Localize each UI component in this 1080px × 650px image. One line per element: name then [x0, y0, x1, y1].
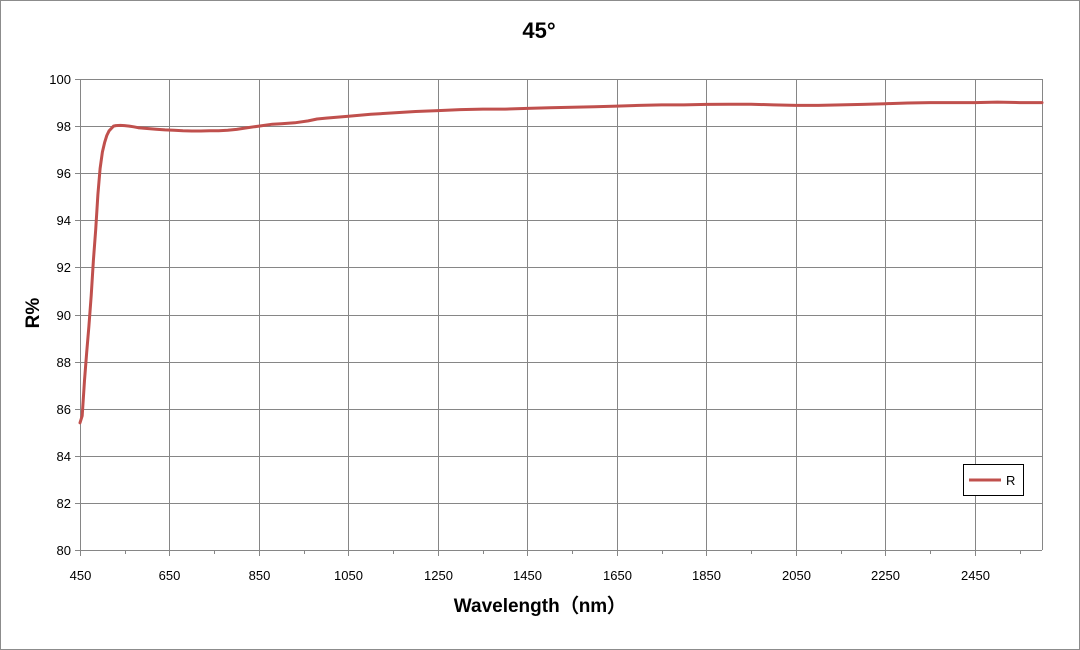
- y-tick-label: 86: [57, 402, 71, 417]
- x-tick-label: 650: [159, 568, 181, 583]
- legend: R: [963, 464, 1024, 496]
- x-tick-label: 1850: [692, 568, 721, 583]
- x-tick-label: 850: [249, 568, 271, 583]
- y-tick-label: 80: [57, 543, 71, 558]
- y-tick-label: 84: [57, 449, 71, 464]
- x-axis-label: Wavelength（nm）: [453, 596, 627, 617]
- x-tick-label: 2250: [871, 568, 900, 583]
- x-tick-label: 1650: [603, 568, 632, 583]
- y-tick-label: 88: [57, 355, 71, 370]
- y-tick-labels: 80 82 84 86 88 90 92 94 96 98 100: [49, 72, 71, 558]
- y-tick-label: 96: [57, 166, 71, 181]
- axes: [75, 79, 1042, 556]
- series-group: [78, 100, 1044, 425]
- chart-title: 45°: [522, 18, 556, 43]
- legend-label: R: [1006, 473, 1015, 488]
- y-tick-label: 100: [49, 72, 71, 87]
- y-tick-label: 94: [57, 213, 71, 228]
- x-tick-label: 2050: [782, 568, 811, 583]
- x-tick-label: 2450: [961, 568, 990, 583]
- y-tick-label: 98: [57, 119, 71, 134]
- grid-lines: [80, 79, 1043, 550]
- x-tick-label: 450: [70, 568, 92, 583]
- x-tick-label: 1450: [513, 568, 542, 583]
- series-line-R: [78, 100, 1044, 425]
- y-tick-label: 82: [57, 496, 71, 511]
- x-tick-label: 1250: [424, 568, 453, 583]
- y-tick-label: 92: [57, 260, 71, 275]
- y-tick-label: 90: [57, 308, 71, 323]
- x-tick-label: 1050: [334, 568, 363, 583]
- x-tick-labels: 450 650 850 1050 1250 1450 1650 1850 2050 2250 245…: [70, 568, 990, 583]
